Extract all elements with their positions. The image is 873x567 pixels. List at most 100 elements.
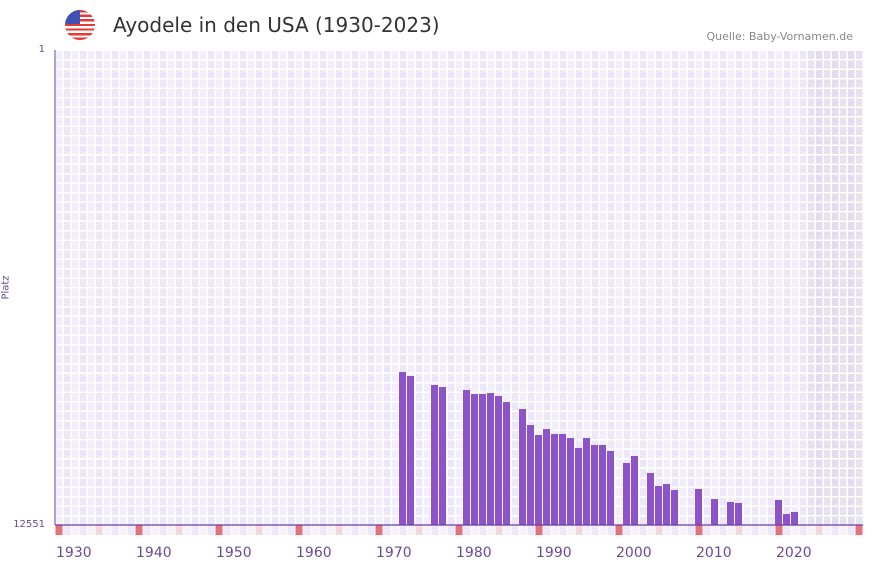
grid-cell [360, 146, 367, 154]
grid-cell [240, 98, 247, 107]
grid-cell [664, 402, 671, 411]
grid-cell [88, 146, 95, 154]
grid-cell [552, 60, 559, 69]
grid-cell [440, 298, 447, 306]
grid-cell [144, 70, 151, 78]
year-marker [287, 525, 295, 535]
grid-cell [456, 127, 463, 135]
grid-cell [384, 136, 391, 145]
grid-cell [320, 231, 327, 240]
grid-cell [680, 402, 687, 411]
grid-cell [768, 450, 775, 458]
grid-cell [592, 279, 599, 287]
grid-cell [240, 79, 247, 88]
grid-cell [728, 364, 735, 373]
grid-cell [312, 269, 319, 278]
grid-cell [712, 450, 719, 458]
grid-cell [504, 307, 511, 316]
grid-cell [432, 364, 439, 373]
grid-cell [488, 288, 495, 297]
grid-cell [520, 222, 527, 230]
grid-cell [816, 507, 823, 515]
grid-cell [632, 345, 639, 354]
grid-cell [760, 497, 767, 506]
grid-cell [776, 326, 783, 335]
grid-cell [432, 127, 439, 135]
grid-cell [328, 469, 335, 477]
grid-cell [256, 241, 263, 249]
grid-cell [736, 184, 743, 192]
grid-cell [376, 241, 383, 249]
grid-cell [592, 231, 599, 240]
grid-cell [488, 326, 495, 335]
grid-cell [752, 336, 759, 344]
grid-cell [584, 146, 591, 154]
grid-cell [728, 212, 735, 221]
grid-cell [760, 250, 767, 259]
grid-cell [536, 212, 543, 221]
grid-cell [448, 516, 455, 525]
grid-cell [416, 136, 423, 145]
grid-cell [792, 402, 799, 411]
grid-cell [56, 317, 63, 325]
grid-cell [624, 203, 631, 211]
grid-cell [736, 431, 743, 439]
grid-cell [424, 269, 431, 278]
grid-cell [600, 402, 607, 411]
grid-cell [608, 231, 615, 240]
grid-cell [440, 60, 447, 69]
grid-cell [576, 51, 583, 59]
grid-cell [120, 184, 127, 192]
grid-cell [776, 136, 783, 145]
grid-cell [456, 516, 463, 525]
grid-cell [752, 288, 759, 297]
grid-cell [192, 250, 199, 259]
grid-cell [168, 288, 175, 297]
grid-cell [408, 60, 415, 69]
grid-cell [616, 98, 623, 107]
grid-cell [184, 345, 191, 354]
grid-cell [608, 108, 615, 116]
grid-cell [368, 402, 375, 411]
year-marker [383, 525, 391, 535]
grid-cell [120, 412, 127, 420]
grid-cell [632, 250, 639, 259]
grid-cell [824, 260, 831, 268]
grid-cell [256, 450, 263, 458]
grid-cell [120, 203, 127, 211]
grid-cell [824, 364, 831, 373]
grid-cell [192, 488, 199, 496]
grid-cell [216, 326, 223, 335]
year-marker [239, 525, 247, 535]
grid-cell [344, 70, 351, 78]
grid-cell [128, 98, 135, 107]
grid-cell [568, 317, 575, 325]
grid-cell [688, 374, 695, 382]
grid-cell [120, 51, 127, 59]
grid-cell [736, 60, 743, 69]
grid-cell [64, 70, 71, 78]
grid-cell [312, 174, 319, 183]
grid-cell [784, 231, 791, 240]
grid-cell [280, 241, 287, 249]
grid-cell [112, 231, 119, 240]
grid-cell [296, 345, 303, 354]
grid-cell [224, 497, 231, 506]
grid-cell [72, 307, 79, 316]
grid-cell [496, 345, 503, 354]
grid-cell [112, 241, 119, 249]
grid-cell [568, 288, 575, 297]
grid-cell [176, 127, 183, 135]
grid-cell [360, 497, 367, 506]
grid-cell [128, 250, 135, 259]
grid-cell [448, 260, 455, 268]
grid-cell [584, 51, 591, 59]
grid-cell [232, 279, 239, 287]
grid-cell [808, 298, 815, 306]
grid-cell [768, 155, 775, 164]
grid-cell [376, 345, 383, 354]
grid-cell [184, 127, 191, 135]
grid-cell [608, 51, 615, 59]
grid-cell [96, 336, 103, 344]
grid-cell [536, 412, 543, 420]
